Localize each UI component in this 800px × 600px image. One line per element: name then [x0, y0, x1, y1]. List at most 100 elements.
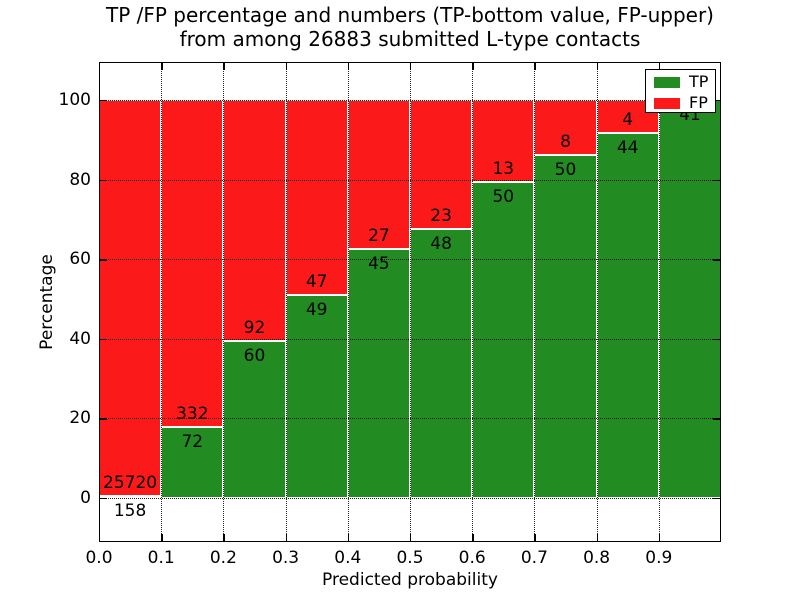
y-tickmark-right-0 — [713, 498, 721, 500]
x-tickmark-top-8 — [596, 62, 598, 70]
bar-segment-tp-3 — [285, 294, 348, 498]
legend-label-tp: TP — [689, 72, 709, 91]
x-tick-label-9: 0.9 — [645, 548, 673, 568]
legend-label-fp: FP — [689, 93, 708, 112]
legend: TP FP — [645, 69, 716, 113]
bar-segment-tp-9 — [658, 100, 721, 498]
gridline-x-9 — [658, 62, 660, 542]
bar-segment-fp-4 — [347, 100, 410, 250]
gridline-y-100 — [99, 100, 721, 101]
y-tick-label-80: 80 — [69, 169, 91, 190]
y-tickmark-right-40 — [713, 338, 721, 341]
fp-count-label-5: 23 — [430, 205, 452, 226]
y-tickmark-right-100 — [713, 100, 721, 102]
y-tickmark-left-80 — [99, 179, 107, 181]
gridline-y-80 — [99, 179, 721, 181]
gridline-y-60 — [99, 259, 721, 261]
tp-swatch-icon — [654, 77, 680, 88]
x-tickmark-bottom-1 — [161, 534, 163, 542]
tp-count-label-3: 49 — [305, 299, 328, 320]
chart-title: TP /FP percentage and numbers (TP-bottom… — [99, 3, 721, 51]
gridline-x-1 — [161, 62, 163, 542]
bar-segment-fp-3 — [285, 100, 348, 295]
bar-segment-fp-5 — [410, 100, 473, 229]
x-tick-label-6: 0.6 — [458, 548, 486, 568]
tp-count-label-6: 50 — [492, 187, 515, 208]
x-tickmark-top-2 — [223, 62, 225, 70]
tp-count-label-7: 50 — [554, 159, 577, 180]
x-tickmark-top-0 — [99, 62, 101, 70]
gridline-x-3 — [285, 62, 287, 542]
y-tick-label-0: 0 — [80, 488, 91, 508]
x-tickmark-top-1 — [161, 62, 163, 70]
x-tickmark-bottom-7 — [534, 534, 536, 542]
bar-segment-fp-7 — [534, 100, 597, 155]
bar-segment-tp-2 — [223, 340, 286, 498]
chart-title-line1: TP /FP percentage and numbers (TP-bottom… — [106, 3, 714, 27]
fp-count-label-6: 13 — [492, 159, 515, 180]
legend-item-fp: FP — [646, 94, 715, 112]
x-tick-label-2: 0.2 — [209, 548, 237, 568]
y-tickmark-right-60 — [713, 259, 721, 261]
x-tickmark-top-9 — [658, 62, 661, 70]
bar-segment-fp-2 — [223, 100, 286, 341]
gridline-x-2 — [223, 62, 225, 542]
bar-segment-tp-8 — [596, 133, 659, 498]
tp-count-label-2: 60 — [243, 345, 266, 366]
fp-count-label-4: 27 — [368, 226, 390, 247]
fp-count-label-8: 4 — [622, 110, 634, 131]
tp-count-label-1: 72 — [181, 432, 204, 453]
gridline-y-20 — [99, 418, 721, 420]
fp-swatch-icon — [654, 98, 680, 109]
y-tickmark-left-40 — [99, 338, 107, 341]
chart-title-line2: from among 26883 submitted L-type contac… — [179, 27, 641, 51]
x-tick-label-4: 0.4 — [334, 548, 362, 568]
gridline-x-8 — [596, 62, 598, 542]
y-tick-label-20: 20 — [69, 408, 91, 429]
y-tickmark-right-20 — [713, 418, 721, 420]
x-tickmark-bottom-3 — [285, 534, 287, 542]
gridline-y-40 — [99, 338, 721, 340]
x-tickmark-bottom-8 — [596, 534, 598, 542]
gridline-x-6 — [472, 62, 474, 542]
gridline-x-5 — [410, 62, 411, 542]
bar-segment-fp-1 — [161, 100, 224, 428]
gridline-x-4 — [347, 62, 349, 542]
x-tick-label-8: 0.8 — [583, 548, 611, 568]
gridline-x-7 — [534, 62, 536, 542]
gridline-x-0 — [99, 62, 100, 542]
x-tickmark-top-7 — [534, 62, 536, 70]
x-tickmark-top-3 — [285, 62, 287, 70]
x-tickmark-bottom-6 — [472, 534, 474, 542]
legend-item-tp: TP — [646, 73, 715, 91]
x-tick-label-7: 0.7 — [520, 548, 548, 568]
x-tickmark-bottom-0 — [99, 534, 101, 542]
y-tick-label-100: 100 — [58, 90, 91, 110]
fp-count-label-3: 47 — [305, 271, 328, 292]
y-tick-label-40: 40 — [69, 328, 91, 349]
x-tick-label-3: 0.3 — [272, 548, 300, 568]
bar-segment-fp-0 — [99, 100, 162, 496]
x-tick-label-5: 0.5 — [396, 548, 424, 568]
fp-count-label-0: 25720 — [103, 472, 158, 493]
x-tickmark-top-4 — [347, 62, 350, 70]
x-tick-label-0: 0.0 — [85, 548, 113, 568]
bar-segment-tp-6 — [472, 182, 535, 498]
y-tick-label-60: 60 — [69, 249, 91, 270]
tp-count-label-0: 158 — [113, 500, 147, 521]
y-tickmark-left-20 — [99, 418, 107, 420]
bar-segment-tp-7 — [534, 154, 597, 498]
x-tickmark-bottom-2 — [223, 534, 225, 542]
fp-count-label-1: 332 — [176, 404, 209, 425]
gridline-y-0 — [99, 498, 721, 499]
x-tickmark-bottom-4 — [347, 534, 350, 542]
x-tickmark-bottom-5 — [410, 534, 412, 542]
fp-count-label-7: 8 — [560, 131, 571, 152]
bar-segment-fp-6 — [472, 100, 535, 183]
fp-count-label-2: 92 — [243, 317, 266, 338]
bar-segment-tp-4 — [347, 249, 410, 498]
y-tickmark-left-60 — [99, 259, 107, 261]
bar-segment-tp-5 — [410, 228, 473, 498]
plot-area: 25720 158 332 72 92 60 47 49 27 45 23 48 13 50 8 50 4 44 4… — [99, 62, 721, 542]
